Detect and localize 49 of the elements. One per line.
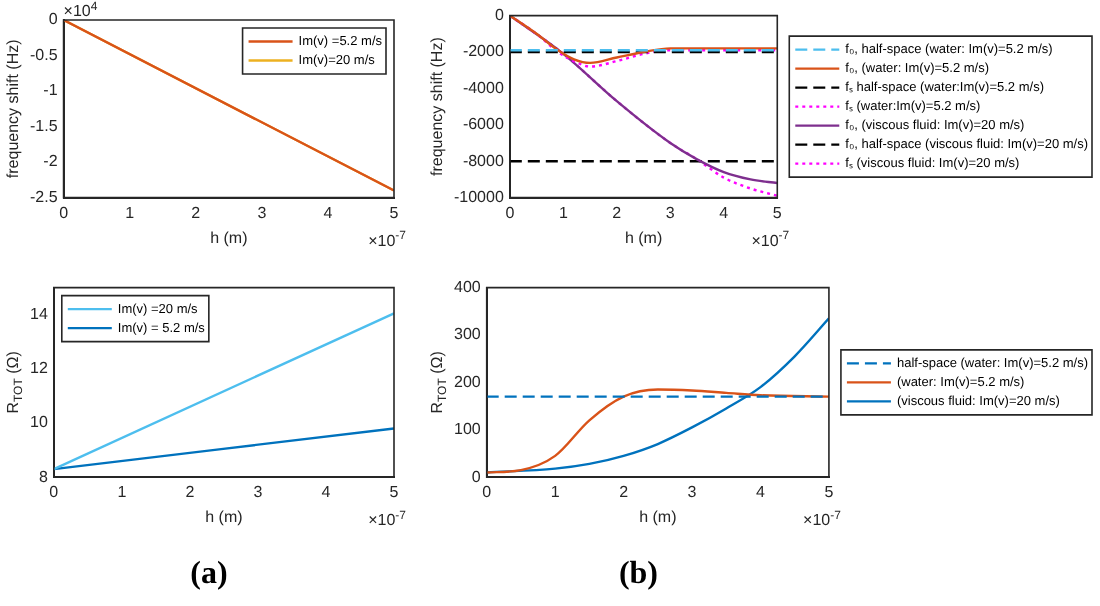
y-tick-label: 300 (453, 325, 482, 344)
y-tick-label: 8 (38, 467, 49, 486)
y-axis-title: frequency shift (Hz) (428, 36, 447, 176)
y-tick-label: -4000 (462, 78, 505, 97)
x-tick-label: 3 (257, 203, 268, 222)
text: (b) (618, 557, 659, 592)
y-axis-title: frequency shift (Hz) (4, 38, 23, 179)
y-tick-label: 12 (29, 359, 49, 378)
x-tick-label: 5 (389, 483, 400, 502)
y-tick-label: -10000 (453, 188, 505, 207)
y-tick-label: -1.5 (29, 116, 59, 135)
y-tick-label: -1 (43, 81, 59, 100)
text: (a) (190, 557, 228, 592)
x-tick-label: 1 (558, 203, 569, 222)
y-tick-label: 400 (453, 278, 482, 297)
y-tick-label: -6000 (462, 115, 505, 134)
x-tick-label: 2 (619, 483, 630, 502)
x-tick-label: 1 (117, 483, 128, 502)
x-axis-title: h (m) (639, 508, 678, 527)
y-tick-label: -8000 (462, 151, 505, 170)
x-tick-label: 4 (323, 203, 334, 222)
x-tick-label: 3 (253, 483, 264, 502)
x-tick-label: 5 (389, 203, 400, 222)
x-tick-label: 5 (772, 203, 783, 222)
x-tick-label: 3 (665, 203, 676, 222)
x-axis-title: h (m) (210, 228, 249, 247)
y-tick-label: 0 (494, 6, 505, 25)
y-tick-label: -2.5 (29, 188, 59, 207)
x-tick-label: 5 (824, 483, 835, 502)
y-tick-label: -0.5 (29, 45, 59, 64)
y-tick-label: 14 (29, 305, 49, 324)
x-tick-label: 2 (185, 483, 196, 502)
x-tick-label: 4 (719, 203, 730, 222)
x-tick-label: 1 (550, 483, 561, 502)
y-tick-label: 10 (29, 413, 49, 432)
x-tick-label: 4 (321, 483, 332, 502)
x-tick-label: 1 (125, 203, 136, 222)
y-tick-label: -2000 (462, 42, 505, 61)
x-tick-label: 2 (612, 203, 623, 222)
x-tick-label: 4 (756, 483, 767, 502)
y-tick-label: 200 (453, 372, 482, 391)
x-axis-title: h (m) (624, 228, 663, 247)
y-tick-label: 100 (453, 420, 482, 439)
y-tick-label: -2 (43, 152, 59, 171)
x-axis-title: h (m) (205, 508, 244, 527)
y-tick-label: 0 (471, 467, 482, 486)
y-tick-label: 0 (48, 10, 59, 29)
x-tick-label: 2 (191, 203, 202, 222)
x-tick-label: 3 (687, 483, 698, 502)
